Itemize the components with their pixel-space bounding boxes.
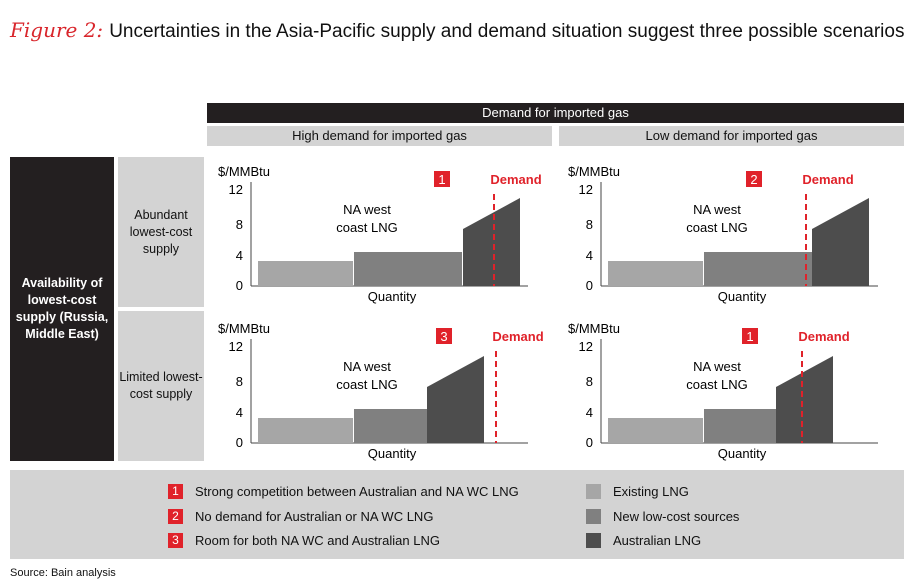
figure-label: Figure 2:	[10, 18, 104, 42]
y-tick-label: 8	[586, 374, 593, 389]
demand-label: Demand	[802, 172, 853, 187]
australian-lng-wedge	[427, 356, 484, 443]
y-axis-unit: $/MMBtu	[568, 164, 620, 179]
demand-label: Demand	[492, 329, 543, 344]
y-tick-label: 12	[229, 339, 243, 354]
x-axis-label: Quantity	[718, 446, 767, 461]
source-note: Source: Bain analysis	[10, 567, 116, 579]
y-tick-label: 8	[586, 217, 593, 232]
y-axis-unit: $/MMBtu	[218, 321, 270, 336]
x-axis-label: Quantity	[368, 289, 417, 304]
y-tick-label: 12	[579, 339, 593, 354]
demand-label: Demand	[490, 172, 541, 187]
new-low-cost-swatch	[586, 509, 601, 524]
figure-title: Figure 2: Uncertainties in the Asia-Pacif…	[10, 18, 904, 43]
australian-lng-wedge	[812, 198, 869, 286]
australian-lng-wedge	[776, 356, 833, 443]
scenario-badge	[742, 328, 758, 344]
row-header-abundant: Abundant lowest-cost supply	[118, 157, 204, 307]
legend-scenario-3: 3 Room for both NA WC and Australian LNG	[168, 533, 440, 548]
y-tick-label: 12	[229, 182, 243, 197]
na-west-coast-annotation: NA west	[343, 202, 391, 217]
na-west-coast-annotation: coast LNG	[336, 377, 397, 392]
figure-title-text: Uncertainties in the Asia-Pacific supply…	[109, 21, 905, 42]
y-tick-label: 4	[586, 248, 593, 263]
australian-lng-swatch	[586, 533, 601, 548]
na-west-coast-annotation: NA west	[693, 202, 741, 217]
legend-source-text: New low-cost sources	[613, 509, 740, 524]
legend-source-text: Australian LNG	[613, 533, 702, 548]
new-low-cost-bar	[354, 252, 462, 286]
existing-lng-bar	[608, 261, 703, 286]
australian-lng-wedge	[463, 198, 520, 286]
scenario-badge-number: 2	[750, 172, 757, 187]
supply-row-header: Availability of lowest-cost supply (Russ…	[10, 157, 114, 461]
y-tick-label: 0	[236, 278, 243, 293]
y-tick-label: 8	[236, 374, 243, 389]
scenario-number-badge: 2	[168, 509, 183, 524]
na-west-coast-annotation: NA west	[693, 359, 741, 374]
scenario-badge-number: 3	[440, 329, 447, 344]
y-tick-label: 12	[579, 182, 593, 197]
existing-lng-swatch	[586, 484, 601, 499]
legend-new-low-cost: New low-cost sources	[586, 509, 739, 524]
y-axis-unit: $/MMBtu	[568, 321, 620, 336]
legend	[10, 470, 904, 559]
y-tick-label: 4	[236, 248, 243, 263]
scenario-badge-number: 1	[438, 172, 445, 187]
demand-label: Demand	[798, 329, 849, 344]
x-axis-label: Quantity	[718, 289, 767, 304]
scenario-number-badge: 1	[168, 484, 183, 499]
existing-lng-bar	[608, 418, 703, 443]
legend-scenario-text: Room for both NA WC and Australian LNG	[195, 533, 440, 548]
legend-scenario-text: Strong competition between Australian an…	[195, 484, 519, 499]
y-axis-unit: $/MMBtu	[218, 164, 270, 179]
existing-lng-bar	[258, 261, 353, 286]
scenario-badge-number: 1	[746, 329, 753, 344]
na-west-coast-annotation: coast LNG	[686, 220, 747, 235]
row-header-limited: Limited lowest-cost supply	[118, 311, 204, 461]
legend-australian-lng: Australian LNG	[586, 533, 701, 548]
x-axis-label: Quantity	[368, 446, 417, 461]
y-tick-label: 0	[586, 278, 593, 293]
legend-source-text: Existing LNG	[613, 484, 689, 499]
na-west-coast-annotation: coast LNG	[336, 220, 397, 235]
legend-scenario-1: 1 Strong competition between Australian …	[168, 484, 519, 499]
y-tick-label: 8	[236, 217, 243, 232]
legend-scenario-2: 2 No demand for Australian or NA WC LNG	[168, 509, 433, 524]
y-tick-label: 0	[236, 435, 243, 450]
scenario-badge	[434, 171, 450, 187]
legend-scenario-text: No demand for Australian or NA WC LNG	[195, 509, 434, 524]
scenario-number-badge: 3	[168, 533, 183, 548]
column-header-low-demand: Low demand for imported gas	[559, 126, 904, 146]
column-header-high-demand: High demand for imported gas	[207, 126, 552, 146]
y-tick-label: 4	[236, 405, 243, 420]
scenario-badge	[436, 328, 452, 344]
existing-lng-bar	[258, 418, 353, 443]
demand-header: Demand for imported gas	[207, 103, 904, 123]
na-west-coast-annotation: NA west	[343, 359, 391, 374]
scenario-badge	[746, 171, 762, 187]
y-tick-label: 0	[586, 435, 593, 450]
na-west-coast-annotation: coast LNG	[686, 377, 747, 392]
legend-existing-lng: Existing LNG	[586, 484, 689, 499]
new-low-cost-bar	[704, 252, 812, 286]
y-tick-label: 4	[586, 405, 593, 420]
